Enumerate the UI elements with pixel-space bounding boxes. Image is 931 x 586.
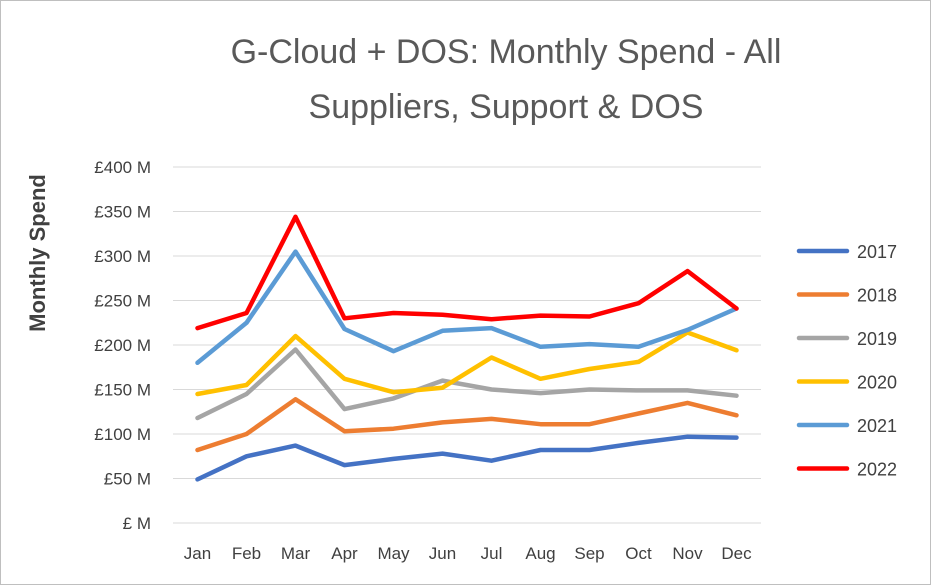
series-line-2017 — [195, 434, 739, 482]
series-line-2018 — [195, 397, 739, 453]
y-tick-label: £100 M — [94, 425, 151, 444]
y-tick-label: £200 M — [94, 336, 151, 355]
y-tick-label: £150 M — [94, 381, 151, 400]
x-tick-label: Apr — [331, 544, 358, 563]
y-tick-label: £50 M — [104, 470, 151, 489]
y-tick-label: £400 M — [94, 158, 151, 177]
series-line-2019 — [195, 347, 739, 421]
legend-label-2020: 2020 — [857, 373, 897, 393]
legend-label-2022: 2022 — [857, 460, 897, 480]
y-tick-label: £250 M — [94, 292, 151, 311]
x-tick-label: Dec — [721, 544, 752, 563]
legend-label-2017: 2017 — [857, 242, 897, 262]
x-tick-label: Oct — [625, 544, 652, 563]
x-tick-label: Nov — [672, 544, 703, 563]
series-line-2020 — [195, 330, 739, 397]
x-tick-label: Jan — [184, 544, 211, 563]
chart-title-line-2: Suppliers, Support & DOS — [309, 88, 704, 126]
y-tick-label: £300 M — [94, 247, 151, 266]
chart-title: G-Cloud + DOS: Monthly Spend - All Suppl… — [231, 33, 782, 126]
legend-label-2019: 2019 — [857, 329, 897, 349]
x-axis-ticks: Jan Feb Mar Apr May Jun Jul Aug Sep Oct Nov Dec — [184, 544, 752, 563]
x-tick-label: Aug — [525, 544, 555, 563]
series-line-2022 — [195, 214, 739, 331]
x-tick-label: Sep — [574, 544, 604, 563]
y-axis-label: Monthly Spend — [25, 174, 50, 332]
x-tick-label: Mar — [281, 544, 311, 563]
x-tick-label: May — [377, 544, 410, 563]
chart-title-line-1: G-Cloud + DOS: Monthly Spend - All — [231, 33, 782, 71]
legend-label-2021: 2021 — [857, 416, 897, 436]
x-tick-label: Jul — [481, 544, 503, 563]
x-tick-label: Feb — [232, 544, 261, 563]
legend-label-2018: 2018 — [857, 286, 897, 306]
y-tick-label: £350 M — [94, 203, 151, 222]
series-lines — [195, 214, 739, 482]
x-tick-label: Jun — [429, 544, 456, 563]
y-tick-label: £ M — [123, 514, 151, 533]
legend: 2017 2018 2019 2020 2021 2022 — [796, 242, 897, 480]
gridlines — [173, 166, 761, 524]
y-axis-ticks: £ M £50 M £100 M £150 M £200 M £250 M £300 M £3… — [94, 158, 151, 533]
series-line-2021 — [195, 249, 739, 366]
